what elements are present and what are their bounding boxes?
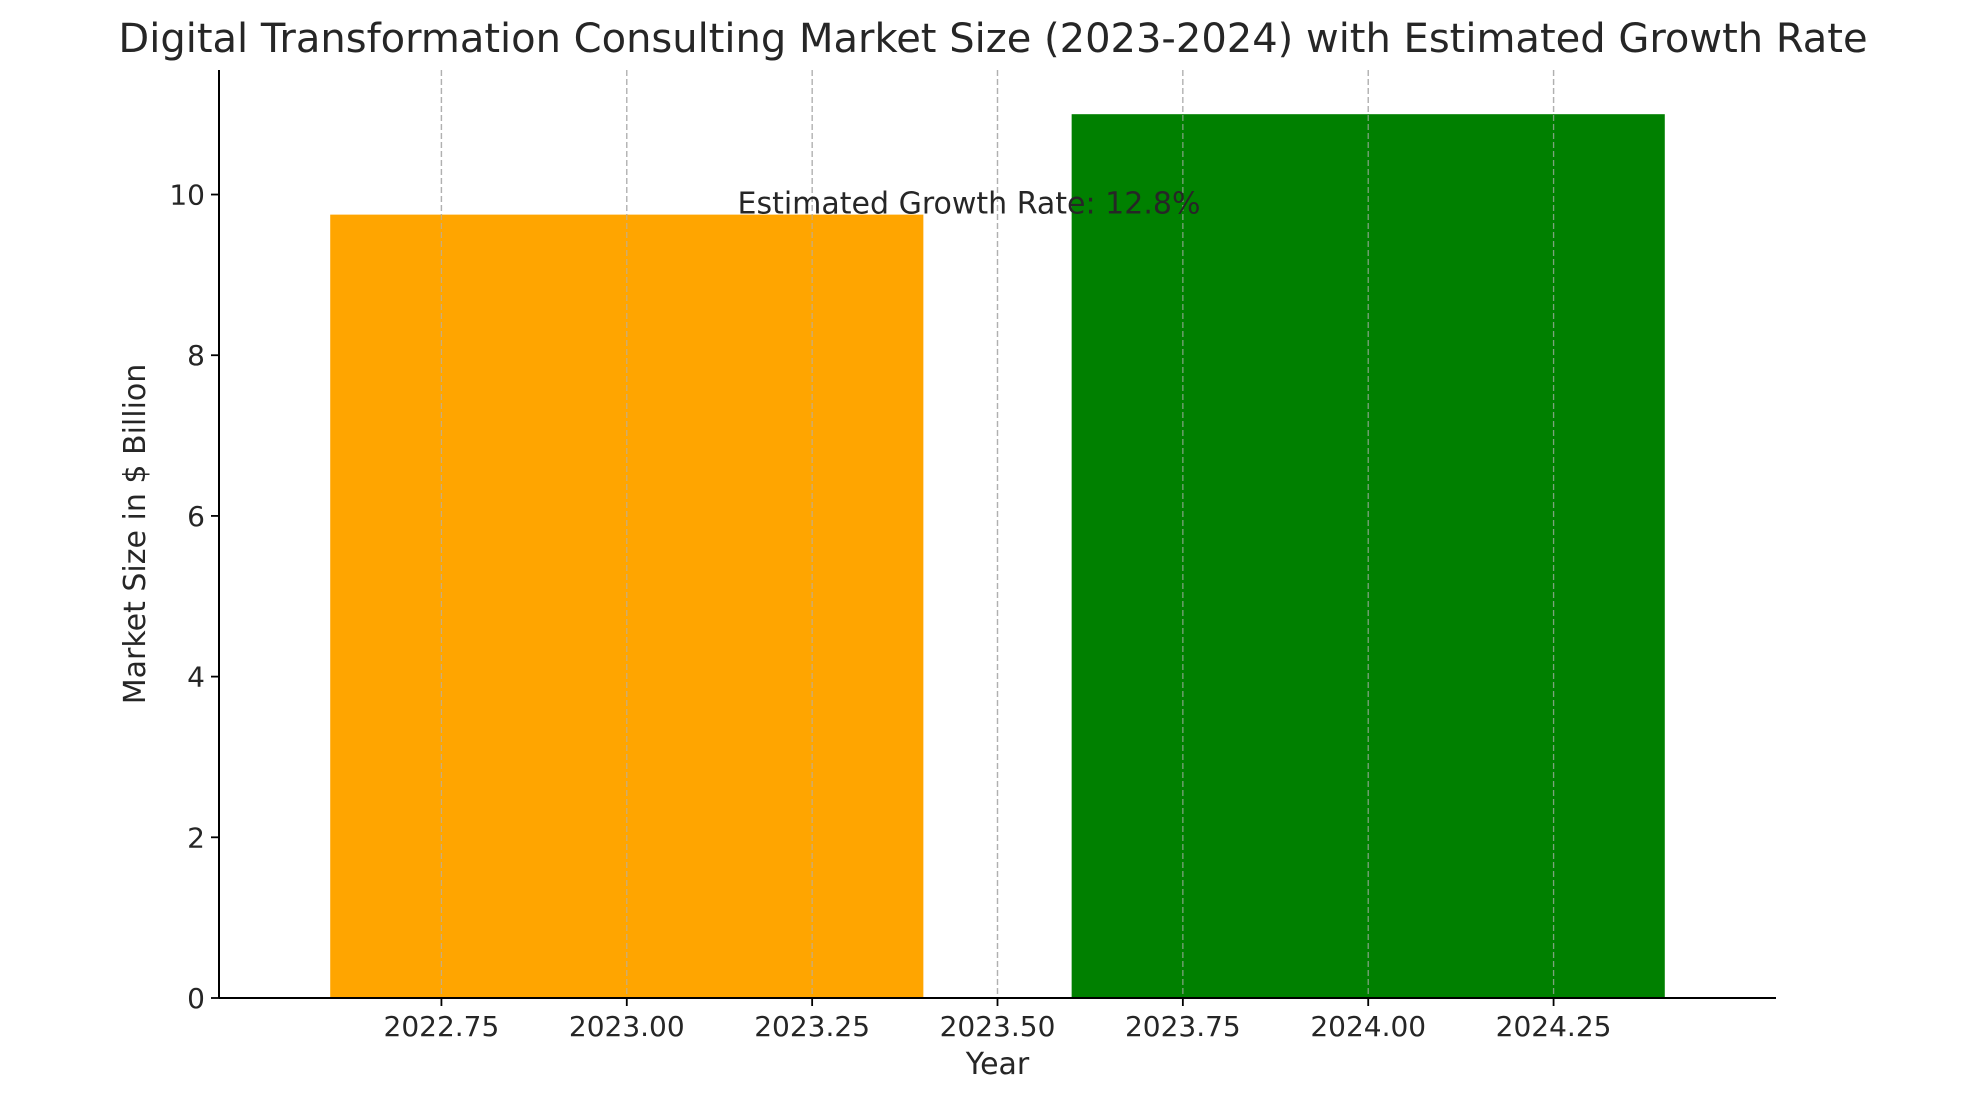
- y-axis-label: Market Size in $ Billion: [118, 364, 153, 705]
- x-tick-label: 2023.00: [569, 1010, 685, 1043]
- x-tick-label: 2023.25: [754, 1010, 870, 1043]
- y-tick-label: 10: [169, 179, 205, 212]
- x-tick-label: 2023.75: [1125, 1010, 1241, 1043]
- ticks-layer: 2022.75 2023.00 2023.25 2023.50 2023.75 2024.…: [169, 179, 1611, 1043]
- x-tick-label: 2024.25: [1496, 1010, 1612, 1043]
- y-tick-label: 4: [187, 661, 205, 694]
- y-tick-label: 8: [187, 339, 205, 372]
- y-tick-label: 6: [187, 500, 205, 533]
- x-tick-label: 2023.50: [940, 1010, 1056, 1043]
- y-tick-label: 0: [187, 982, 205, 1015]
- y-tick-label: 2: [187, 821, 205, 854]
- x-tick-label: 2024.00: [1310, 1010, 1426, 1043]
- growth-rate-annotation: Estimated Growth Rate: 12.8%: [738, 187, 1201, 222]
- x-axis-label: Year: [965, 1047, 1030, 1082]
- grid-over-layer: [440, 70, 1555, 998]
- x-tick-label: 2022.75: [384, 1010, 500, 1043]
- chart-title: Digital Transformation Consulting Market…: [118, 16, 1867, 62]
